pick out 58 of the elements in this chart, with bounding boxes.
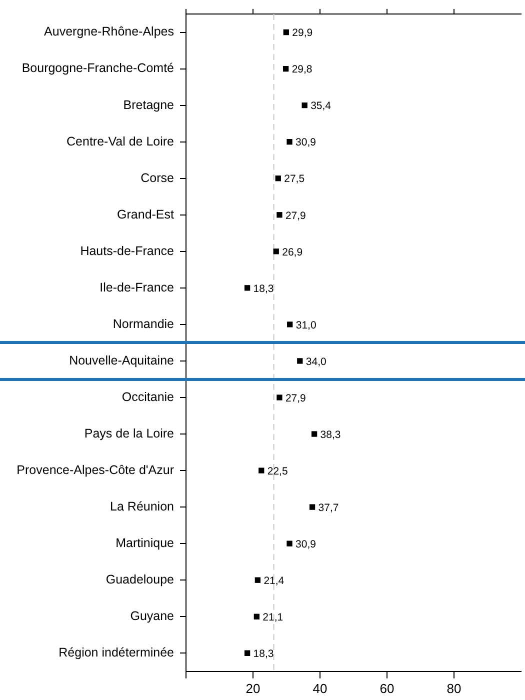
data-label: 31,0 — [296, 319, 316, 332]
point — [302, 102, 308, 108]
point — [286, 139, 292, 145]
y-tick-label: Auvergne-Rhône-Alpes — [44, 24, 174, 39]
data-label: 21,1 — [262, 612, 284, 624]
y-tick-label: Pays de la Loire — [84, 426, 174, 440]
y-tick-label: Normandie — [112, 316, 174, 331]
point — [244, 650, 250, 656]
point — [309, 504, 316, 510]
data-label: 29,8 — [292, 64, 312, 76]
y-tick-label: La Réunion — [110, 500, 174, 514]
data-label: 22,5 — [267, 465, 288, 478]
y-tick-label: Région indéterminée — [58, 646, 174, 660]
point — [273, 248, 279, 254]
point — [276, 394, 282, 400]
point — [254, 614, 260, 620]
data-label: 35,4 — [310, 100, 332, 112]
data-label: 27,5 — [284, 173, 305, 186]
y-tick-label: Corse — [140, 170, 174, 185]
point — [254, 577, 261, 583]
data-label: 29,9 — [292, 27, 313, 40]
data-label: 18,3 — [253, 282, 274, 295]
y-tick-label: Guyane — [130, 609, 174, 624]
point — [258, 468, 264, 474]
data-label: 18,3 — [253, 648, 274, 660]
y-tick-label: Hauts-de-France — [80, 244, 174, 258]
data-label: 30,9 — [296, 136, 316, 149]
y-tick-label: Nouvelle-Aquitaine — [69, 353, 174, 368]
point — [286, 540, 292, 546]
point — [287, 322, 293, 328]
x-tick-label: 20 — [246, 680, 260, 696]
data-label: 38,3 — [320, 428, 341, 441]
point — [283, 66, 289, 72]
data-label: 34,0 — [306, 356, 326, 368]
y-tick-label: Bourgogne-Franche-Comté — [22, 61, 174, 76]
y-tick-label: Martinique — [116, 536, 174, 550]
data-label: 26,9 — [282, 246, 303, 258]
x-tick-label: 60 — [380, 680, 394, 696]
point — [276, 212, 282, 218]
point — [311, 431, 318, 437]
x-tick-label: 40 — [312, 680, 328, 696]
point — [275, 176, 281, 182]
data-label: 37,7 — [318, 502, 339, 514]
data-label: 27,9 — [285, 210, 306, 222]
y-tick-label: Centre-Val de Loire — [66, 134, 174, 148]
data-label: 30,9 — [296, 538, 316, 550]
y-tick-label: Grand-Est — [117, 207, 175, 222]
y-tick-label: Ile-de-France — [100, 280, 174, 294]
y-tick-label: Provence-Alpes-Côte d'Azur — [16, 462, 174, 477]
y-tick-label: Bretagne — [123, 98, 174, 112]
y-tick-label: Occitanie — [122, 390, 174, 404]
x-tick-label: 80 — [446, 680, 462, 696]
data-label: 27,9 — [285, 392, 306, 404]
data-label: 21,4 — [264, 574, 284, 587]
point — [283, 29, 289, 36]
point — [297, 358, 303, 364]
y-tick-label: Guadeloupe — [106, 572, 174, 587]
point — [244, 285, 250, 291]
